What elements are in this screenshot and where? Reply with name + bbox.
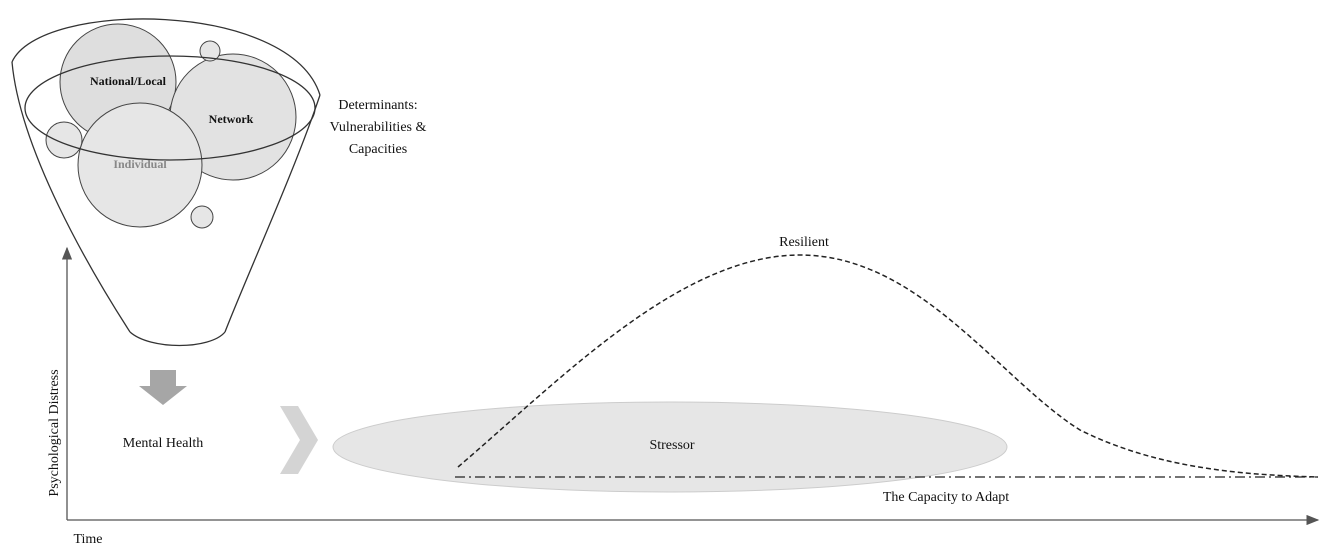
stressor-ellipse (332, 401, 1008, 493)
determinants-label: Capacities (349, 142, 407, 157)
determinants-label: Determinants: (338, 98, 417, 113)
resilient-curve (457, 254, 1319, 478)
resilient-label: Resilient (779, 235, 829, 250)
circles (45, 23, 297, 229)
x-axis-label: Time (73, 532, 102, 547)
determinants-label: Vulnerabilities & (330, 120, 427, 135)
stressor-label: Stressor (649, 438, 694, 453)
circle-label: National/Local (90, 74, 167, 88)
baseline-label: The Capacity to Adapt (883, 490, 1009, 505)
circle-label: Individual (113, 157, 167, 171)
funnel-rim (24, 55, 316, 161)
outcome-label: Mental Health (123, 436, 203, 451)
circle-label: Network (209, 112, 254, 126)
chevron (280, 406, 318, 474)
down-arrow (139, 370, 187, 405)
y-axis-label: Psychological Distress (47, 369, 62, 496)
funnel (11, 18, 321, 347)
